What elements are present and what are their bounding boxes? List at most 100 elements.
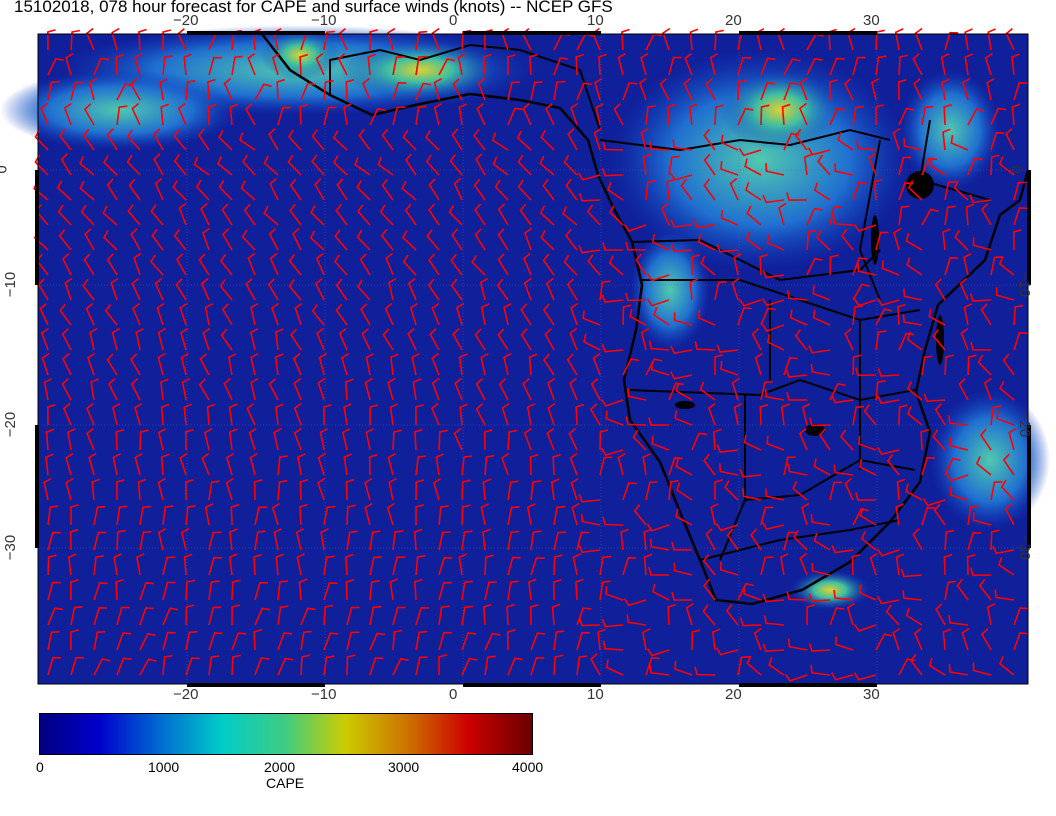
wind-barb [474,203,486,226]
wind-barb [218,179,233,201]
wind-barb [705,528,716,551]
wind-barb [817,154,831,176]
wind-barb [766,334,785,351]
africa-coastline [261,33,1030,606]
wind-barb [829,382,846,401]
wind-barb [93,57,110,76]
wind-barb [733,403,743,426]
wind-barb [799,77,808,101]
wind-barb [131,277,141,301]
wind-barb [969,194,992,204]
wind-barb [944,529,955,551]
wind-barb [648,340,670,351]
wind-barb [668,382,684,401]
wind-barb [88,452,97,476]
wind-barb [553,531,567,551]
wind-barb [745,231,762,251]
wind-barb [483,429,493,451]
wind-barb [90,378,99,401]
wind-barb [356,179,371,201]
wind-barb [254,607,271,626]
wind-barb [299,53,308,76]
wind-barb [578,244,601,254]
wind-barb [475,403,486,426]
wind-barb [855,367,877,377]
wind-barb [477,77,486,101]
wind-barb [540,129,555,151]
wind-barb [617,52,626,76]
wind-barb [875,330,887,351]
wind-barb [625,241,647,251]
wind-barb [754,352,763,376]
wind-barb [697,309,716,326]
wind-barb [998,156,1015,176]
wind-barb [675,458,693,476]
wind-barb [789,309,808,326]
wind-barb [912,528,923,551]
wind-barb [381,128,394,151]
wind-barb [438,556,453,576]
wind-barb [126,154,141,176]
wind-barb [928,657,946,676]
wind-barb [786,591,808,601]
wind-barb [942,128,951,151]
wind-barb [300,607,316,626]
wind-barb [645,481,658,501]
wind-barb [208,606,222,626]
wind-barb [298,578,308,601]
wind-barb [877,368,900,377]
wind-barb [578,192,601,202]
wind-barb [703,178,716,201]
wind-barb [583,333,601,351]
wind-barb [225,452,235,476]
wind-barb [852,305,863,326]
wind-barb [846,602,856,626]
wind-barb [602,516,624,526]
wind-barb [204,303,214,326]
wind-barb [293,402,302,426]
wind-barb [221,303,233,326]
wind-barb [906,381,923,401]
wind-barb [530,81,543,101]
wind-barb [503,302,512,326]
wind-barb [984,52,993,76]
wind-barb [507,556,521,576]
wind-barb [295,527,305,551]
wind-barb [544,328,555,351]
wind-barb [622,482,637,501]
wind-barb [694,341,716,351]
wind-barb [438,429,448,451]
wind-barb [857,263,877,276]
wind-barb [829,57,845,76]
wind-barb [626,614,647,626]
wind-barb [271,302,280,326]
wind-barb [269,177,279,201]
wind-barb [863,404,877,426]
wind-barb [737,656,750,676]
wind-barb [254,83,272,101]
wind-barb [539,155,555,176]
wind-barb [569,452,578,476]
wind-barb [766,435,785,451]
wind-barb [139,658,157,676]
wind-barb [292,228,302,251]
wind-barb [738,148,762,157]
wind-barb [204,427,213,451]
wind-barb [69,528,79,551]
wind-barb [461,605,473,626]
wind-barb [668,457,683,476]
cape-colorbar [39,713,533,755]
wind-barb [892,627,901,651]
wind-barb [709,52,719,76]
wind-barb [492,156,509,176]
wind-barb [179,302,188,326]
wind-barb [970,341,992,351]
colorbar-label: CAPE [266,775,305,791]
wind-barb [578,544,601,554]
wind-barb [93,531,107,551]
wind-barb [737,56,752,76]
lon-tick-label: −10 [311,686,337,703]
wind-barb [357,204,371,226]
frame-bar [463,31,601,35]
wind-barb [59,303,72,326]
